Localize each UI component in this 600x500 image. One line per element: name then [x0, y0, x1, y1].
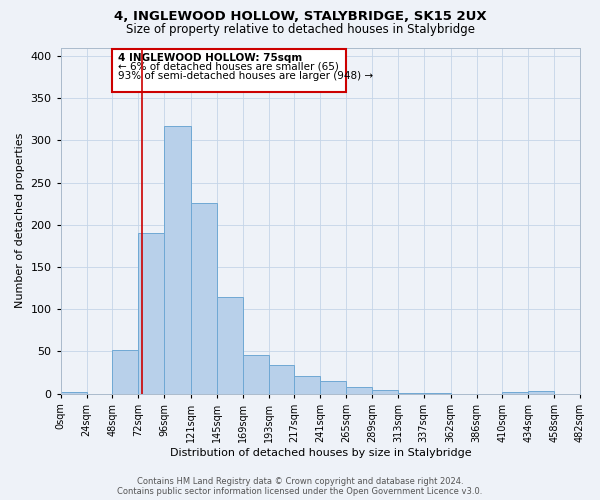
Text: ← 6% of detached houses are smaller (65): ← 6% of detached houses are smaller (65) [118, 62, 338, 72]
Text: Contains public sector information licensed under the Open Government Licence v3: Contains public sector information licen… [118, 487, 482, 496]
FancyBboxPatch shape [112, 49, 346, 92]
Y-axis label: Number of detached properties: Number of detached properties [15, 133, 25, 308]
X-axis label: Distribution of detached houses by size in Stalybridge: Distribution of detached houses by size … [170, 448, 471, 458]
Bar [61, 392, 86, 394]
Text: Contains HM Land Registry data © Crown copyright and database right 2024.: Contains HM Land Registry data © Crown c… [137, 477, 463, 486]
Bar [269, 365, 295, 394]
Bar [164, 126, 191, 394]
Bar [217, 298, 243, 394]
Bar [320, 381, 346, 394]
Bar [243, 354, 269, 394]
Bar [502, 392, 528, 394]
Text: 93% of semi-detached houses are larger (948) →: 93% of semi-detached houses are larger (… [118, 71, 373, 81]
Text: 4, INGLEWOOD HOLLOW, STALYBRIDGE, SK15 2UX: 4, INGLEWOOD HOLLOW, STALYBRIDGE, SK15 2… [113, 10, 487, 23]
Text: Size of property relative to detached houses in Stalybridge: Size of property relative to detached ho… [125, 22, 475, 36]
Bar [191, 203, 217, 394]
Text: 4 INGLEWOOD HOLLOW: 75sqm: 4 INGLEWOOD HOLLOW: 75sqm [118, 54, 302, 64]
Bar [528, 391, 554, 394]
Bar [346, 387, 372, 394]
Bar [372, 390, 398, 394]
Bar [398, 392, 424, 394]
Bar [138, 233, 164, 394]
Bar [424, 392, 451, 394]
Bar [112, 350, 138, 394]
Bar [295, 376, 320, 394]
